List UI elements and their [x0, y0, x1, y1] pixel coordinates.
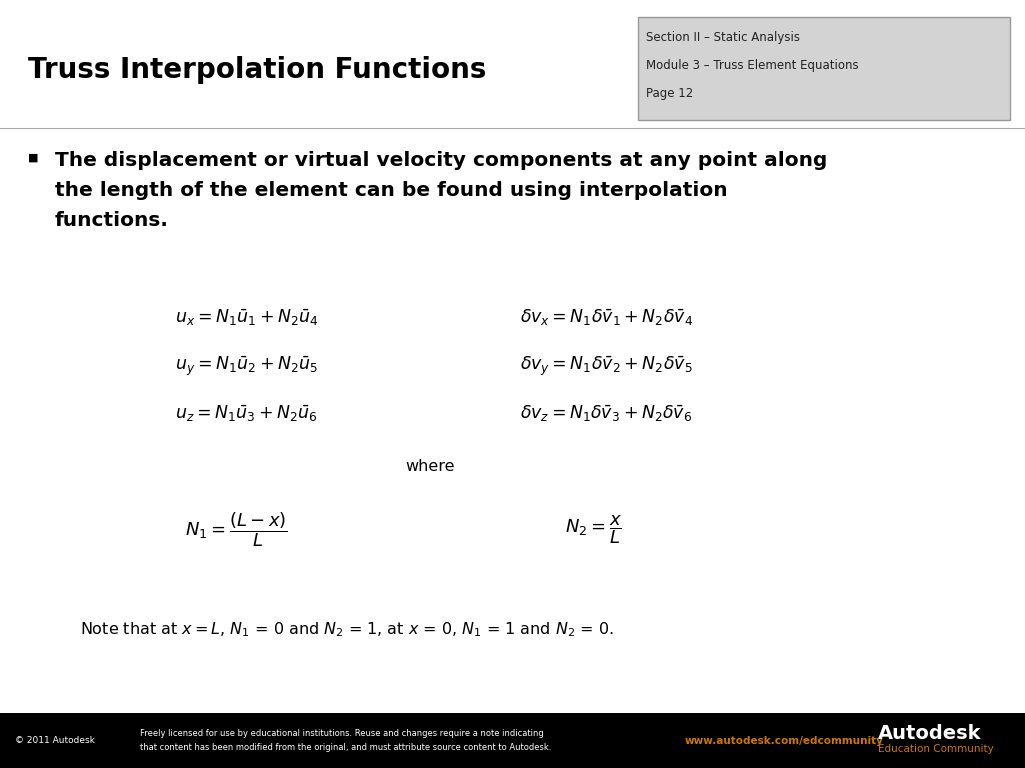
- Text: that content has been modified from the original, and must attribute source cont: that content has been modified from the …: [140, 743, 551, 752]
- Text: the length of the element can be found using interpolation: the length of the element can be found u…: [55, 180, 728, 200]
- Text: Page 12: Page 12: [646, 87, 693, 100]
- Text: $N_1 = \dfrac{(L-x)}{L}$: $N_1 = \dfrac{(L-x)}{L}$: [184, 510, 288, 548]
- Text: $\delta v_z = N_1\delta\bar{v}_3 + N_2\delta\bar{v}_6$: $\delta v_z = N_1\delta\bar{v}_3 + N_2\d…: [520, 404, 692, 424]
- Text: Freely licensed for use by educational institutions. Reuse and changes require a: Freely licensed for use by educational i…: [140, 729, 543, 738]
- Text: $u_z = N_1\bar{u}_3 + N_2\bar{u}_6$: $u_z = N_1\bar{u}_3 + N_2\bar{u}_6$: [175, 404, 318, 424]
- Text: $\delta v_y = N_1\delta\bar{v}_2 + N_2\delta\bar{v}_5$: $\delta v_y = N_1\delta\bar{v}_2 + N_2\d…: [520, 354, 693, 378]
- Text: Section II – Static Analysis: Section II – Static Analysis: [646, 31, 800, 44]
- Text: where: where: [405, 459, 455, 475]
- Bar: [0, 713, 1025, 768]
- Text: Education Community: Education Community: [878, 743, 994, 753]
- Text: Truss Interpolation Functions: Truss Interpolation Functions: [28, 56, 487, 84]
- FancyBboxPatch shape: [638, 17, 1010, 120]
- Text: Autodesk: Autodesk: [878, 724, 982, 743]
- Text: ■: ■: [28, 153, 39, 163]
- Text: $N_2 = \dfrac{x}{L}$: $N_2 = \dfrac{x}{L}$: [565, 513, 622, 545]
- Text: www.autodesk.com/edcommunity: www.autodesk.com/edcommunity: [685, 736, 884, 746]
- Text: $u_x = N_1\bar{u}_1 + N_2\bar{u}_4$: $u_x = N_1\bar{u}_1 + N_2\bar{u}_4$: [175, 308, 319, 328]
- Text: functions.: functions.: [55, 210, 169, 230]
- Text: Note that at $x = L$, $N_1$ = 0 and $N_2$ = 1, at $x$ = 0, $N_1$ = 1 and $N_2$ =: Note that at $x = L$, $N_1$ = 0 and $N_2…: [80, 621, 614, 639]
- Text: $\delta v_x = N_1\delta\bar{v}_1 + N_2\delta\bar{v}_4$: $\delta v_x = N_1\delta\bar{v}_1 + N_2\d…: [520, 308, 693, 328]
- Text: Module 3 – Truss Element Equations: Module 3 – Truss Element Equations: [646, 59, 859, 72]
- Text: $u_y = N_1\bar{u}_2 + N_2\bar{u}_5$: $u_y = N_1\bar{u}_2 + N_2\bar{u}_5$: [175, 354, 318, 378]
- Text: The displacement or virtual velocity components at any point along: The displacement or virtual velocity com…: [55, 151, 827, 170]
- Text: © 2011 Autodesk: © 2011 Autodesk: [15, 736, 95, 745]
